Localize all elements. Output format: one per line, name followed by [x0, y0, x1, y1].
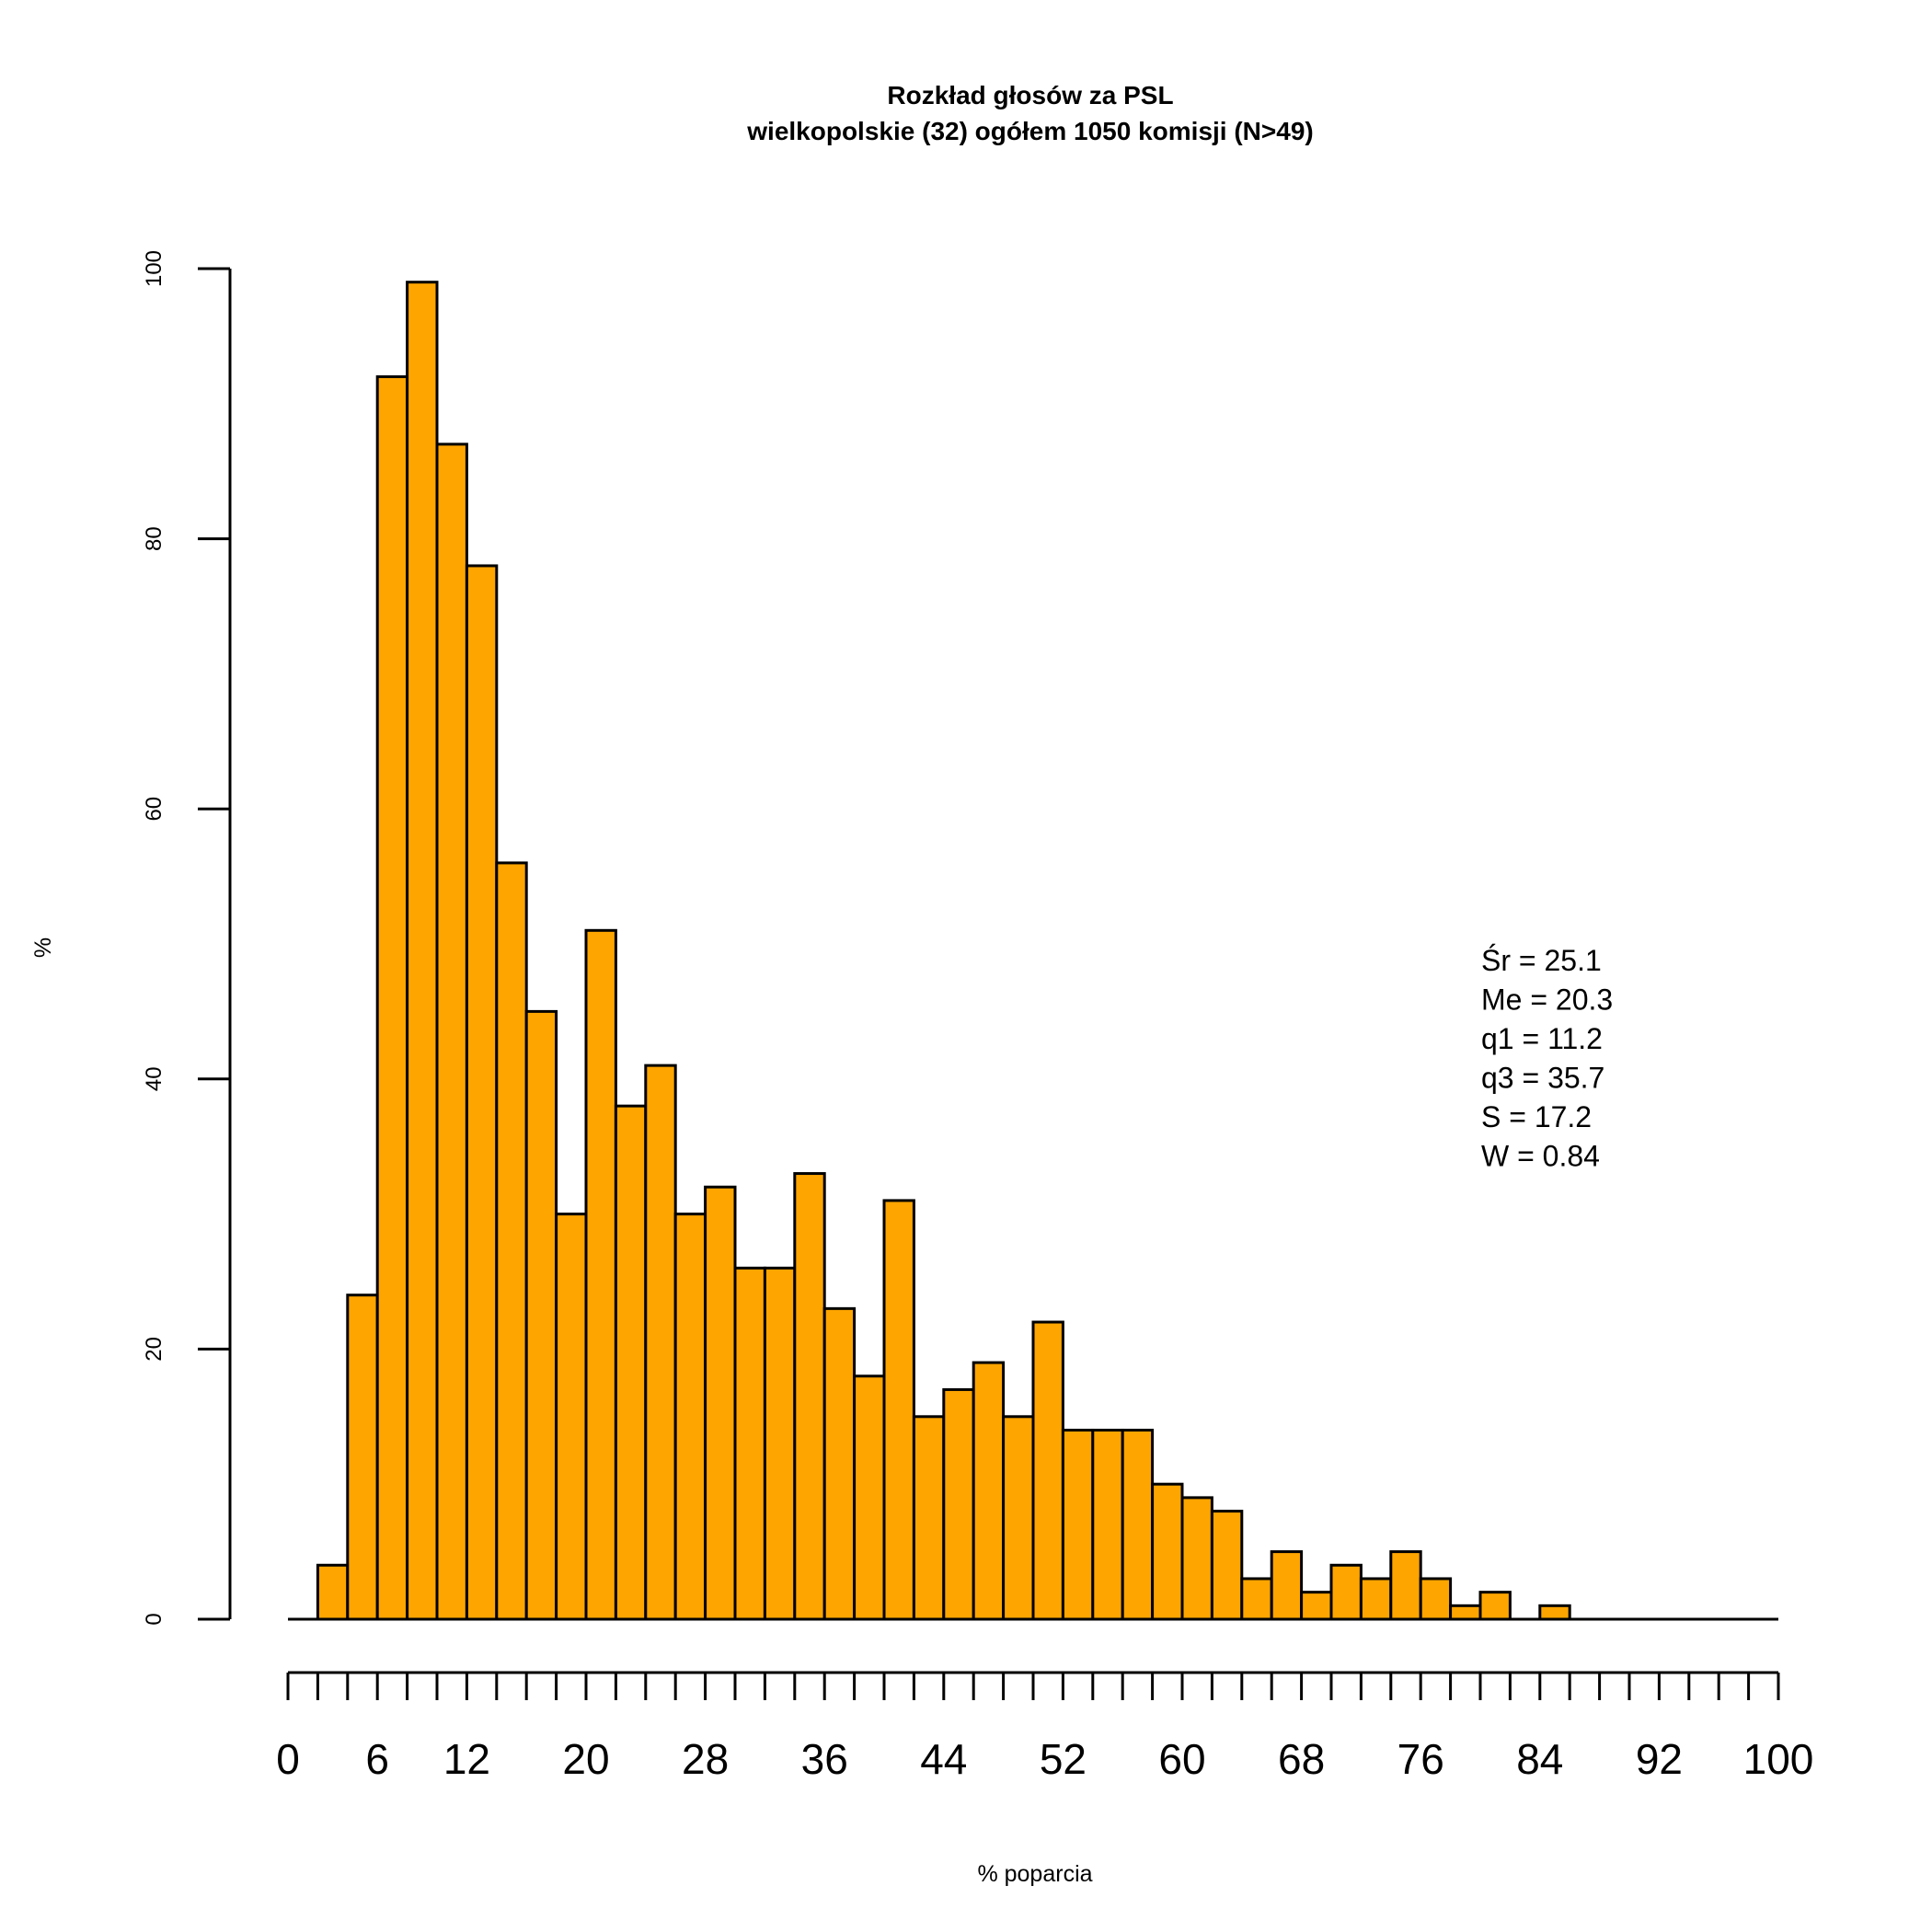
- x-tick-label: 44: [920, 1735, 967, 1783]
- x-tick-label: 52: [1040, 1735, 1087, 1783]
- stat-annotation: S = 17.2: [1481, 1100, 1592, 1133]
- histogram-bar: [1210, 1510, 1244, 1621]
- histogram-bar: [555, 1213, 588, 1621]
- histogram-bar: [1151, 1482, 1184, 1621]
- x-tick-label: 76: [1397, 1735, 1444, 1783]
- histogram-bar: [1180, 1496, 1213, 1621]
- histogram-bar: [495, 861, 528, 1621]
- histogram-bar: [1538, 1604, 1571, 1621]
- histogram-bar: [346, 1294, 379, 1621]
- x-axis-label: % poparcia: [977, 1861, 1092, 1887]
- x-tick-label: 28: [682, 1735, 729, 1783]
- stats-annotations: Śr = 25.1 Me = 20.3 q1 = 11.2 q3 = 35.7 S = …: [1481, 944, 1613, 1173]
- histogram-bar: [1478, 1591, 1512, 1621]
- histogram-bar: [1121, 1428, 1155, 1621]
- histogram-bar: [1389, 1550, 1422, 1621]
- x-tick-label: 6: [365, 1735, 389, 1783]
- chart-subtitle: wielkopolskie (32) ogółem 1050 komisji (…: [746, 117, 1313, 145]
- histogram-bar: [1359, 1577, 1393, 1621]
- x-tick-label: 92: [1636, 1735, 1683, 1783]
- y-tick-label: 40: [142, 1066, 167, 1091]
- y-tick-label: 60: [142, 797, 167, 822]
- histogram-bar: [704, 1185, 737, 1621]
- histogram-bar: [406, 281, 439, 1621]
- stat-annotation: W = 0.84: [1481, 1140, 1600, 1173]
- histogram-bar: [1002, 1415, 1035, 1621]
- histogram-bar: [614, 1104, 648, 1621]
- x-tick-label: 12: [443, 1735, 490, 1783]
- histogram-bar: [316, 1563, 350, 1621]
- x-axis: 0 6 12 20 28 36 44 52 60 68 76 84 92 100: [276, 1671, 1814, 1783]
- y-axis-label: %: [30, 937, 56, 958]
- histogram-bar: [733, 1266, 766, 1621]
- histogram-bar: [972, 1361, 1006, 1621]
- histogram-bar: [942, 1387, 975, 1621]
- histogram-bar: [1300, 1591, 1333, 1621]
- x-tick-label: 60: [1158, 1735, 1205, 1783]
- histogram-bar: [1240, 1577, 1273, 1621]
- y-tick-label: 80: [142, 526, 167, 551]
- x-tick-label: 20: [562, 1735, 609, 1783]
- x-tick-label: 68: [1278, 1735, 1325, 1783]
- x-tick-label: 0: [276, 1735, 300, 1783]
- x-tick-label: 100: [1743, 1735, 1814, 1783]
- histogram-bar: [375, 374, 409, 1621]
- chart-title: Rozkład głosów za PSL: [887, 81, 1173, 109]
- histogram-bar: [1329, 1563, 1363, 1621]
- x-tick-label: 84: [1516, 1735, 1563, 1783]
- histogram-bar: [882, 1199, 915, 1621]
- stat-annotation: q1 = 11.2: [1481, 1022, 1603, 1055]
- histogram-bar: [435, 443, 468, 1621]
- bars-group: [288, 281, 1778, 1621]
- y-tick-label: 20: [142, 1337, 167, 1362]
- histogram-bar: [1031, 1320, 1064, 1621]
- stat-annotation: Me = 20.3: [1481, 983, 1613, 1017]
- stat-annotation: q3 = 35.7: [1481, 1062, 1604, 1095]
- histogram-bar: [1449, 1604, 1482, 1621]
- histogram-bar: [822, 1306, 857, 1621]
- histogram-bar: [584, 928, 617, 1621]
- histogram-bar: [524, 1009, 558, 1621]
- y-tick-label: 0: [142, 1613, 167, 1625]
- x-tick-label: 36: [801, 1735, 848, 1783]
- y-tick-label: 100: [142, 250, 167, 287]
- stat-annotation: Śr = 25.1: [1481, 944, 1602, 977]
- histogram-bar: [1270, 1550, 1304, 1621]
- histogram-bar: [1419, 1577, 1453, 1621]
- histogram-bar: [465, 564, 499, 1621]
- histogram-bar: [912, 1415, 946, 1621]
- y-axis: 0 20 40 60 80 100: [142, 250, 232, 1626]
- histogram-bar: [853, 1374, 886, 1621]
- histogram-bar: [793, 1172, 826, 1621]
- histogram-bar: [644, 1064, 677, 1621]
- histogram-bar: [1091, 1428, 1124, 1621]
- histogram-bar: [673, 1213, 707, 1621]
- histogram-bar: [763, 1266, 797, 1621]
- histogram-bar: [1061, 1428, 1095, 1621]
